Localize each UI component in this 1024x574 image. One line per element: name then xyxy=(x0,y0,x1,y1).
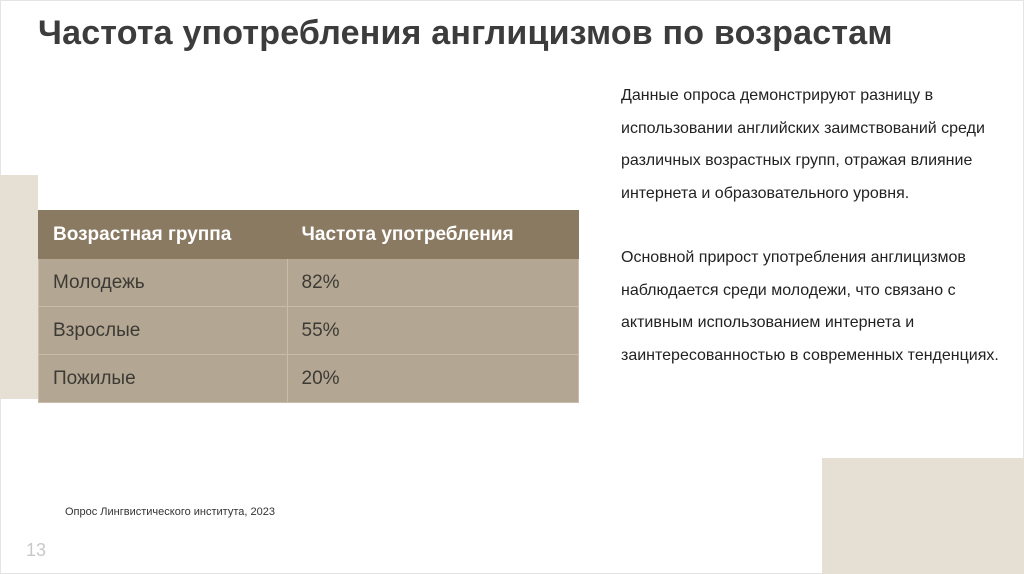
table-header-row: Возрастная группа Частота употребления xyxy=(38,210,580,259)
source-caption: Опрос Лингвистического института, 2023 xyxy=(65,506,275,518)
decorative-block-left xyxy=(0,175,38,399)
column-header-age-group: Возрастная группа xyxy=(38,210,288,259)
table-cell-frequency: 82% xyxy=(286,258,580,307)
table-cell-age-group: Взрослые xyxy=(38,306,288,355)
description-paragraph: Основной прирост употребления англицизмо… xyxy=(621,249,999,364)
slide-title: Частота употребления англицизмов по возр… xyxy=(38,14,893,52)
table-cell-frequency: 55% xyxy=(286,306,580,355)
table-cell-age-group: Молодежь xyxy=(38,258,288,307)
page-number: 13 xyxy=(26,540,47,560)
description-text: Данные опроса демонстрируют разницу в ис… xyxy=(621,80,1011,404)
decorative-block-right xyxy=(822,458,1024,574)
table-row: Пожилые 20% xyxy=(38,354,580,403)
description-paragraph: Данные опроса демонстрируют разницу в ис… xyxy=(621,87,985,202)
frequency-table: Возрастная группа Частота употребления М… xyxy=(38,210,580,403)
table-cell-frequency: 20% xyxy=(286,354,580,403)
table-cell-age-group: Пожилые xyxy=(38,354,288,403)
column-header-frequency: Частота употребления xyxy=(286,210,580,259)
table-row: Молодежь 82% xyxy=(38,258,580,307)
table-row: Взрослые 55% xyxy=(38,306,580,355)
